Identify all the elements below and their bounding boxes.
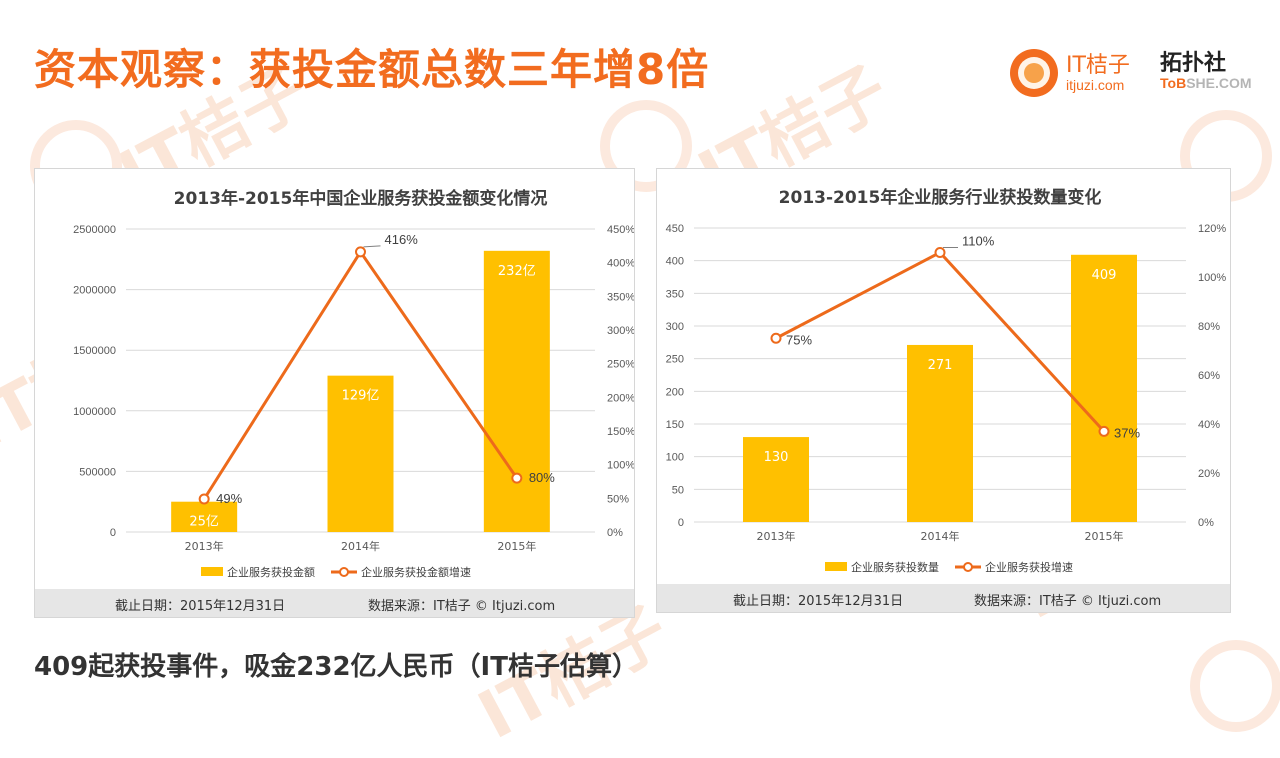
y2-tick-label: 250%: [607, 359, 634, 371]
x-tick-label: 2013年: [757, 529, 796, 543]
y-tick-label: 400: [666, 256, 684, 268]
chart-title: 2013-2015年企业服务行业获投数量变化: [779, 187, 1102, 208]
deal-count-chart: 2013-2015年企业服务行业获投数量变化 0 50 100 150 200 250 300…: [666, 187, 1227, 574]
line-data-label: 416%: [385, 232, 419, 247]
orange-slice-icon: [1010, 49, 1058, 97]
legend-label: 企业服务获投金额: [227, 565, 315, 579]
x-tick-label: 2015年: [1085, 529, 1124, 543]
y-tick-label: 500000: [79, 466, 116, 478]
y2-tick-label: 200%: [607, 392, 634, 404]
cutoff-date: 截止日期：2015年12月31日: [115, 599, 286, 614]
cutoff-date: 截止日期：2015年12月31日: [733, 594, 904, 609]
y2-tick-label: 40%: [1198, 419, 1220, 431]
chart-footer: 截止日期：2015年12月31日 数据来源：IT桔子 © Itjuzi.com: [35, 589, 634, 617]
legend-bar-swatch: [201, 567, 223, 576]
tobshe-logo-name: 拓扑社: [1160, 51, 1227, 76]
y-tick-label: 150: [666, 419, 684, 431]
bar: [483, 250, 550, 532]
y2-tick-label: 350%: [607, 291, 634, 303]
tobshe-logo-sub-a: ToB: [1160, 75, 1187, 91]
bar: [1071, 254, 1137, 522]
y-tick-label: 350: [666, 288, 684, 300]
line-point: [770, 332, 782, 344]
line-data-label: 49%: [216, 491, 242, 506]
tobshe-logo-sub: ToBSHE.COM: [1160, 75, 1252, 91]
y-tick-label: 2500000: [73, 224, 116, 236]
legend-bar-swatch: [825, 562, 847, 571]
bar: [907, 344, 973, 522]
y2-tick-label: 80%: [1198, 321, 1220, 333]
y2-tick-label: 100%: [607, 460, 634, 472]
tobshe-logo: 拓扑社 ToBSHE.COM: [1160, 45, 1260, 95]
y2-tick-label: 300%: [607, 325, 634, 337]
funding-amount-chart-panel: 2013年-2015年中国企业服务获投金额变化情况 0 500000 1000000 1…: [34, 168, 635, 618]
leader-line: [363, 245, 381, 248]
x-tick-label: 2014年: [921, 529, 960, 543]
bar: [743, 437, 809, 522]
y2-tick-label: 50%: [607, 493, 629, 505]
y2-tick-label: 20%: [1198, 468, 1220, 480]
summary-text: 409起获投事件，吸金232亿人民币（IT桔子估算）: [34, 652, 638, 682]
y-tick-label: 200: [666, 386, 684, 398]
line-point: [511, 472, 523, 484]
chart-footer: 截止日期：2015年12月31日 数据来源：IT桔子 © Itjuzi.com: [657, 584, 1230, 612]
y2-tick-label: 120%: [1198, 223, 1226, 235]
legend-line-marker: [339, 567, 349, 577]
y2-tick-label: 0%: [1198, 517, 1214, 529]
legend-label: 企业服务获投数量: [851, 560, 939, 574]
page-title: 资本观察：获投金额总数三年增8倍: [34, 45, 710, 94]
line-point: [355, 246, 366, 258]
legend-label: 企业服务获投增速: [985, 560, 1073, 574]
itjuzi-logo: IT桔子 itjuzi.com: [1010, 47, 1150, 97]
y-tick-label: 250: [666, 354, 684, 366]
bar-data-label: 409: [1092, 268, 1117, 283]
y-tick-label: 1500000: [73, 345, 116, 357]
line-point: [934, 247, 946, 258]
bar-data-label: 271: [928, 358, 953, 373]
itjuzi-logo-name: IT桔子: [1066, 53, 1130, 78]
y2-tick-label: 400%: [607, 258, 634, 270]
line-point: [1098, 425, 1110, 437]
legend-line-marker: [963, 562, 973, 572]
data-source: 数据来源：IT桔子 © Itjuzi.com: [974, 594, 1162, 609]
itjuzi-logo-url: itjuzi.com: [1066, 77, 1125, 93]
y-tick-label: 300: [666, 321, 684, 333]
line-data-label: 75%: [786, 332, 812, 347]
x-tick-label: 2015年: [497, 539, 536, 553]
bar: [171, 501, 238, 532]
line-data-label: 110%: [962, 234, 995, 249]
y2-tick-label: 100%: [1198, 272, 1226, 284]
y2-tick-label: 60%: [1198, 370, 1220, 382]
y-tick-label: 1000000: [73, 406, 116, 418]
x-tick-label: 2014年: [341, 539, 380, 553]
y-tick-label: 50: [672, 484, 684, 496]
y2-tick-label: 0%: [607, 527, 623, 539]
bar-data-label: 232亿: [498, 264, 536, 279]
x-tick-label: 2013年: [185, 539, 224, 553]
bar-data-label: 129亿: [342, 389, 380, 404]
bar-data-label: 130: [764, 450, 789, 465]
watermark-orange-icon: [1190, 640, 1280, 732]
y-tick-label: 100: [666, 452, 684, 464]
line-point: [198, 493, 210, 505]
bar: [327, 375, 394, 532]
line-data-label: 80%: [529, 470, 555, 485]
funding-amount-chart: 2013年-2015年中国企业服务获投金额变化情况 0 500000 1000000 1…: [73, 188, 634, 579]
deal-count-chart-panel: 2013-2015年企业服务行业获投数量变化 0 50 100 150 200 250 300…: [656, 168, 1231, 613]
chart-title: 2013年-2015年中国企业服务获投金额变化情况: [174, 188, 548, 209]
y-tick-label: 0: [678, 517, 684, 529]
legend-label: 企业服务获投金额增速: [361, 565, 471, 579]
y2-tick-label: 150%: [607, 426, 634, 438]
line-data-label: 37%: [1114, 425, 1140, 440]
data-source: 数据来源：IT桔子 © Itjuzi.com: [368, 599, 556, 614]
tobshe-logo-sub-b: SHE.COM: [1186, 75, 1252, 91]
y2-tick-label: 450%: [607, 224, 634, 236]
y-tick-label: 450: [666, 223, 684, 235]
bar-data-label: 25亿: [189, 515, 219, 530]
y-tick-label: 0: [110, 527, 116, 539]
y-tick-label: 2000000: [73, 285, 116, 297]
